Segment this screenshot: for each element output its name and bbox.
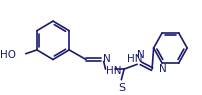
Text: HO: HO: [0, 50, 16, 60]
Text: N: N: [102, 54, 110, 64]
Text: HN: HN: [106, 66, 121, 76]
Text: N: N: [137, 50, 144, 60]
Text: HN: HN: [126, 54, 142, 64]
Text: N: N: [158, 64, 166, 74]
Text: S: S: [117, 84, 124, 93]
